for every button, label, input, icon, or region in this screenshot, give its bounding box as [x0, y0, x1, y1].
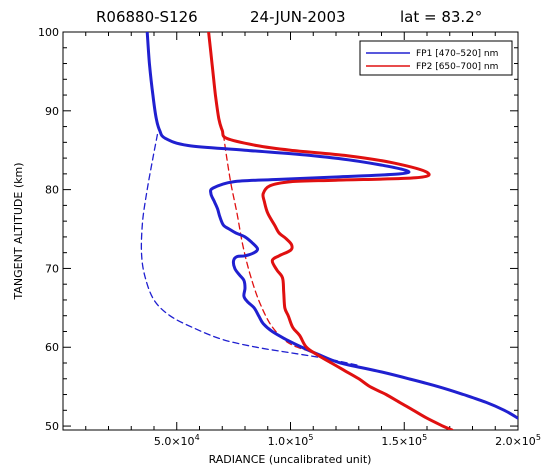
legend: FP1 [470–520] nm FP2 [650–700] nm — [359, 40, 513, 76]
legend-box — [359, 40, 513, 76]
y-tick-label: 100 — [38, 26, 59, 39]
x-axis-label: RADIANCE (uncalibrated unit) — [209, 453, 372, 466]
plot-frame — [62, 31, 519, 431]
curves-layer — [140, 32, 518, 430]
y-tick-label: 60 — [45, 341, 59, 354]
x-tick-label: 1.0×105 — [268, 433, 314, 448]
series-fp2-reference-line — [222, 133, 319, 355]
title-date: 24-JUN-2003 — [250, 8, 346, 26]
y-tick-label: 90 — [45, 105, 59, 118]
y-axis-label: TANGENT ALTITUDE (km) — [12, 163, 25, 301]
series-fp1-line — [145, 32, 518, 420]
y-tick-label: 80 — [45, 184, 59, 197]
title-latitude: lat = 83.2° — [400, 8, 482, 26]
ticks-layer: 5.0×104 1.0×105 1.5×105 2.0×105 50 60 70 80 90 10… — [38, 26, 541, 448]
series-fp1-reference-line — [140, 133, 360, 367]
series-fp2-line — [207, 32, 454, 430]
title-orbit: R06880-S126 — [96, 8, 198, 26]
x-tick-label: 2.0×105 — [495, 433, 541, 448]
x-tick-label: 5.0×104 — [154, 433, 200, 448]
y-tick-label: 70 — [45, 262, 59, 275]
legend-label-fp1: FP1 [470–520] nm — [416, 49, 498, 59]
y-tick-label: 50 — [45, 420, 59, 433]
x-tick-label: 1.5×105 — [381, 433, 427, 448]
legend-label-fp2: FP2 [650–700] nm — [416, 62, 498, 72]
